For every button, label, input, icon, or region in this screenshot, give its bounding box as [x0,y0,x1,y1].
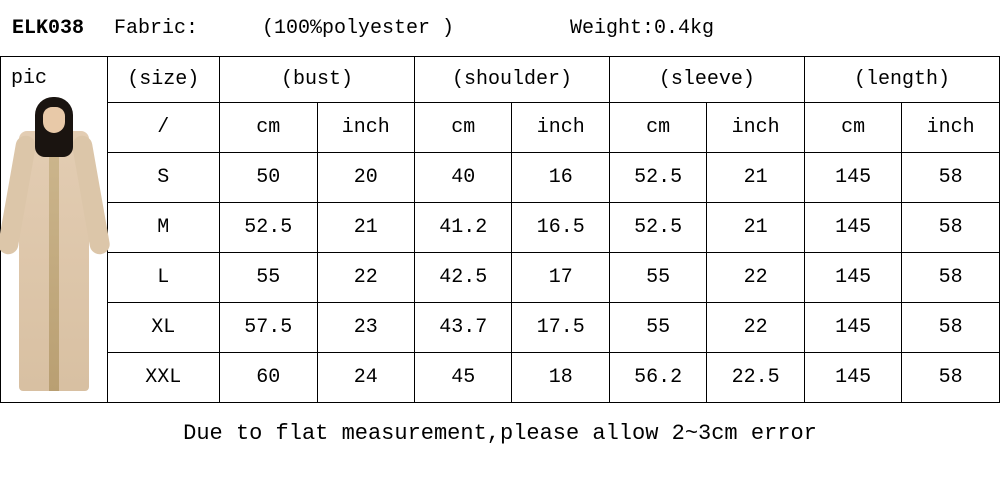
data-cell: 52.5 [609,153,706,203]
data-cell: 22.5 [707,353,804,403]
data-cell: 58 [902,303,1000,353]
data-cell: 21 [317,203,414,253]
size-cell: XXL [107,353,220,403]
data-cell: 57.5 [220,303,317,353]
footnote: Due to flat measurement,please allow 2~3… [0,403,1000,446]
data-cell: 60 [220,353,317,403]
data-cell: 40 [415,153,512,203]
col-header-bust: (bust) [220,57,415,103]
sku-code: ELK038 [12,17,106,40]
data-cell: 43.7 [415,303,512,353]
table-row: XL 57.5 23 43.7 17.5 55 22 145 58 [1,303,1000,353]
unit-cell: inch [512,103,609,153]
size-cell: M [107,203,220,253]
data-cell: 22 [707,303,804,353]
data-cell: 17 [512,253,609,303]
table-row: S 50 20 40 16 52.5 21 145 58 [1,153,1000,203]
unit-cell: cm [804,103,901,153]
fabric-value: (100%polyester ) [262,17,562,40]
data-cell: 17.5 [512,303,609,353]
data-cell: 52.5 [609,203,706,253]
unit-cell: cm [220,103,317,153]
data-cell: 45 [415,353,512,403]
pic-label: pic [11,67,47,90]
table-row: XXL 60 24 45 18 56.2 22.5 145 58 [1,353,1000,403]
data-cell: 42.5 [415,253,512,303]
data-cell: 145 [804,203,901,253]
data-cell: 41.2 [415,203,512,253]
size-table: pic (size) (bust) (shoulder) (sleeve) (l… [0,56,1000,403]
data-cell: 58 [902,153,1000,203]
unit-cell: cm [609,103,706,153]
data-cell: 145 [804,153,901,203]
data-cell: 55 [609,253,706,303]
data-cell: 22 [317,253,414,303]
data-cell: 16 [512,153,609,203]
data-cell: 23 [317,303,414,353]
size-chart-container: ELK038 Fabric: (100%polyester ) Weight:0… [0,0,1000,500]
data-cell: 145 [804,353,901,403]
data-cell: 16.5 [512,203,609,253]
col-header-size: (size) [107,57,220,103]
data-cell: 58 [902,203,1000,253]
model-figure-icon [13,97,95,397]
data-cell: 24 [317,353,414,403]
header-row: ELK038 Fabric: (100%polyester ) Weight:0… [0,0,1000,56]
data-cell: 50 [220,153,317,203]
size-cell: XL [107,303,220,353]
data-cell: 58 [902,353,1000,403]
fabric-label: Fabric: [114,17,254,40]
col-header-sleeve: (sleeve) [609,57,804,103]
unit-cell: inch [707,103,804,153]
unit-cell: inch [317,103,414,153]
data-cell: 21 [707,203,804,253]
data-cell: 18 [512,353,609,403]
table-row: M 52.5 21 41.2 16.5 52.5 21 145 58 [1,203,1000,253]
data-cell: 58 [902,253,1000,303]
data-cell: 20 [317,153,414,203]
pic-cell: pic [1,57,108,403]
unit-row-slash: / [107,103,220,153]
col-header-length: (length) [804,57,999,103]
weight-label: Weight:0.4kg [570,17,714,40]
unit-cell: inch [902,103,1000,153]
data-cell: 55 [220,253,317,303]
data-cell: 145 [804,303,901,353]
data-cell: 22 [707,253,804,303]
size-cell: S [107,153,220,203]
table-row: L 55 22 42.5 17 55 22 145 58 [1,253,1000,303]
group-header-row: pic (size) (bust) (shoulder) (sleeve) (l… [1,57,1000,103]
data-cell: 52.5 [220,203,317,253]
unit-cell: cm [415,103,512,153]
unit-row: / cm inch cm inch cm inch cm inch [1,103,1000,153]
data-cell: 145 [804,253,901,303]
col-header-shoulder: (shoulder) [415,57,610,103]
data-cell: 21 [707,153,804,203]
size-cell: L [107,253,220,303]
data-cell: 55 [609,303,706,353]
data-cell: 56.2 [609,353,706,403]
